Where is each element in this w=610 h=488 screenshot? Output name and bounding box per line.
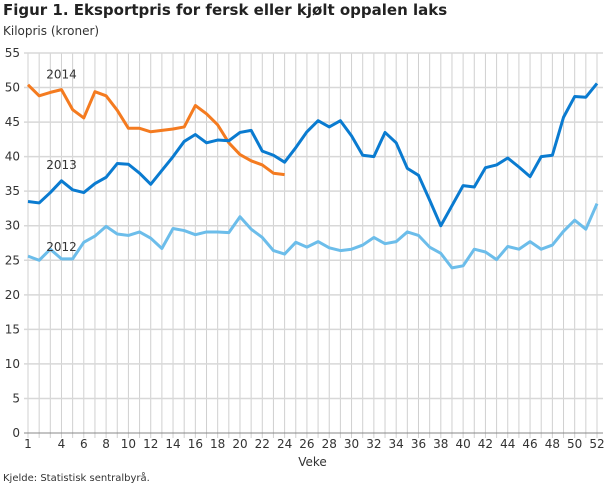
x-tick-label: 10 (121, 437, 136, 451)
x-tick-label: 20 (232, 437, 247, 451)
x-tick-label: 8 (102, 437, 110, 451)
series-line-2012 (27, 203, 599, 270)
x-tick-label: 38 (433, 437, 448, 451)
x-tick-label: 4 (58, 437, 66, 451)
x-tick-label: 30 (344, 437, 359, 451)
y-axis-label: Kilopris (kroner) (3, 24, 100, 38)
x-tick-label: 28 (322, 437, 337, 451)
y-tick-label: 55 (5, 46, 20, 60)
x-tick-label: 46 (522, 437, 537, 451)
x-tick-label: 34 (389, 437, 404, 451)
x-tick-label: 36 (411, 437, 426, 451)
y-tick-label: 40 (5, 150, 20, 164)
x-tick-label: 44 (500, 437, 515, 451)
series-line-2014 (26, 83, 285, 177)
y-tick-label: 30 (5, 219, 20, 233)
y-tick-label: 0 (12, 426, 20, 440)
y-tick-label: 5 (12, 391, 20, 405)
x-tick-label: 18 (210, 437, 225, 451)
y-tick-label: 20 (5, 288, 20, 302)
y-tick-label: 45 (5, 115, 20, 129)
y-tick-label: 15 (5, 322, 20, 336)
series-label-2014: 2014 (46, 68, 77, 82)
x-tick-label: 16 (188, 437, 203, 451)
chart-title: Figur 1. Eksportpris for fersk eller kjø… (3, 1, 448, 19)
x-tick-label: 14 (165, 437, 180, 451)
y-tick-label: 10 (5, 357, 20, 371)
x-tick-label: 12 (143, 437, 158, 451)
x-tick-label: 24 (277, 437, 292, 451)
x-tick-label: 22 (255, 437, 270, 451)
series-label-2013: 2013 (46, 158, 77, 172)
x-tick-label: 26 (299, 437, 314, 451)
source-note: Kjelde: Statistisk sentralbyrå. (3, 473, 150, 484)
series-label-2012: 2012 (46, 240, 77, 254)
y-tick-label: 50 (5, 81, 20, 95)
x-axis-label: Veke (298, 455, 327, 469)
x-tick-label: 42 (478, 437, 493, 451)
x-tick-label: 40 (455, 437, 470, 451)
x-tick-label: 50 (567, 437, 582, 451)
y-tick-label: 35 (5, 184, 20, 198)
x-tick-label: 48 (545, 437, 560, 451)
series-line-2013 (27, 82, 599, 228)
x-tick-label: 52 (589, 437, 604, 451)
x-tick-label: 32 (366, 437, 381, 451)
x-tick-label: 6 (80, 437, 88, 451)
x-tick-label: 1 (24, 437, 32, 451)
y-tick-label: 25 (5, 253, 20, 267)
